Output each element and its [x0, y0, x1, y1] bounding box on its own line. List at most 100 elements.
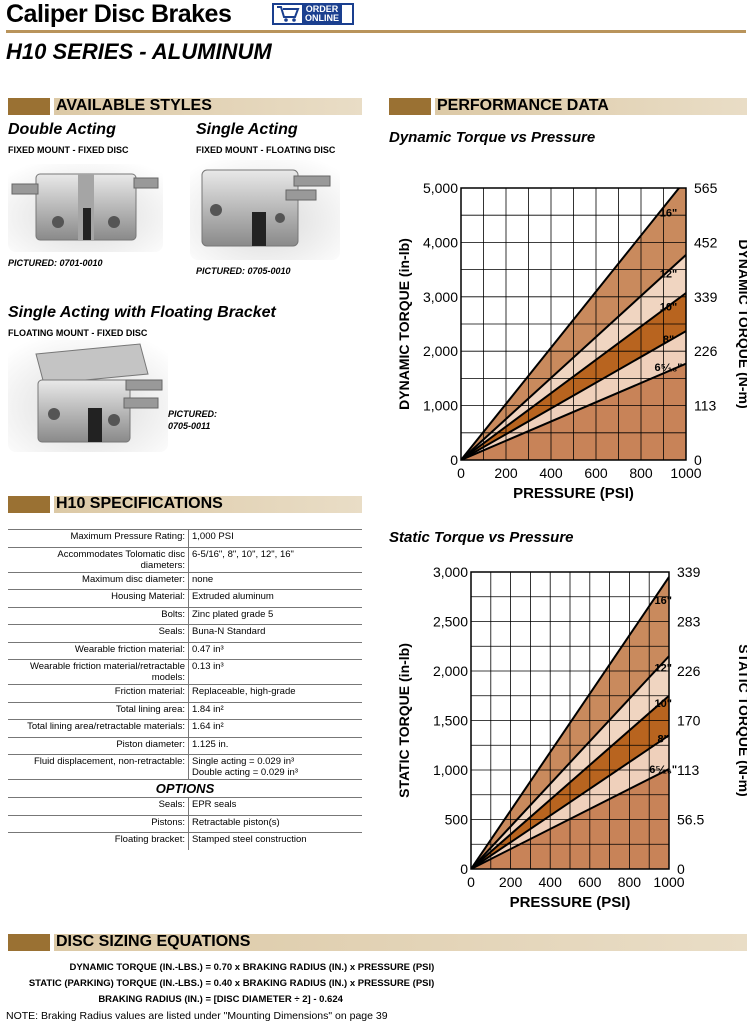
- equations-bar: [8, 934, 747, 951]
- option-label: Pistons:: [8, 814, 189, 833]
- spec-label: Accommodates Tolomatic disc diameters:: [8, 546, 189, 572]
- spec-value-multi: Single acting = 0.029 in³ Double acting =…: [188, 754, 362, 780]
- x-tick-label: 0: [457, 465, 465, 481]
- y-tick-label: 5,000: [423, 180, 458, 196]
- style-floating-bracket-name: Single Acting with Floating Bracket: [8, 304, 276, 321]
- title-rule: [6, 30, 746, 33]
- x-axis-label: PRESSURE (PSI): [513, 485, 634, 502]
- equation-value: [DISC DIAMETER ÷ 2] - 0.624: [213, 994, 343, 1005]
- table-row: Wearable friction material: 0.47 in³: [8, 641, 362, 660]
- dynamic-chart-title: Dynamic Torque vs Pressure: [389, 129, 596, 146]
- y2-axis-label: STATIC TORQUE (N-m): [736, 644, 747, 796]
- y2-tick-label: 339: [677, 564, 701, 580]
- spec-label: Total lining area/retractable materials:: [8, 719, 189, 737]
- y-tick-label: 2,500: [433, 614, 468, 630]
- order-online-button[interactable]: ORDER ONLINE: [272, 3, 354, 25]
- x-tick-label: 0: [467, 874, 475, 890]
- y2-tick-label: 113: [694, 398, 717, 414]
- option-value: Stamped steel construction: [188, 832, 362, 850]
- style-double-acting-mount: FIXED MOUNT - FIXED DISC: [8, 145, 129, 155]
- page-subtitle: H10 SERIES - ALUMINUM: [6, 39, 272, 64]
- table-row: Seals: Buna-N Standard: [8, 624, 362, 642]
- series-line-4: [471, 768, 669, 869]
- spec-value: Zinc plated grade 5: [188, 606, 362, 625]
- table-row: Total lining area: 1.84 in²: [8, 701, 362, 720]
- y2-tick-label: 0: [677, 861, 685, 877]
- specifications-table: Maximum Pressure Rating: 1,000 PSI Accomm…: [8, 529, 362, 850]
- spec-value: 0.47 in³: [188, 641, 362, 660]
- table-row: Piston diameter: 1.125 in.: [8, 736, 362, 755]
- specifications-bar: [8, 496, 362, 513]
- spec-label: Total lining area:: [8, 701, 189, 720]
- equation-value: 0.40 x BRAKING RADIUS (IN.) x PRESSURE (…: [213, 978, 435, 989]
- dynamic-torque-chart: 16"12"10"8"6⁵⁄₁₆"0 200 400 600 800 100001,000…: [396, 180, 747, 502]
- equation-label: DYNAMIC TORQUE (IN.-LBS.) =: [69, 962, 211, 973]
- series-label: 12": [660, 269, 677, 281]
- floating-bracket-caliper-photo: [8, 340, 168, 452]
- equation-label: BRAKING RADIUS (IN.) =: [98, 994, 211, 1005]
- spec-label: Wearable friction material/retractable m…: [8, 659, 189, 685]
- single-acting-caliper-photo: [190, 160, 340, 260]
- x-tick-label: 1000: [670, 465, 701, 481]
- y2-tick-label: 283: [677, 614, 701, 630]
- x-tick-label: 800: [618, 874, 642, 890]
- series-line-0: [461, 188, 681, 460]
- spec-label: Wearable friction material:: [8, 641, 189, 660]
- equations-heading: DISC SIZING EQUATIONS: [56, 933, 251, 950]
- options-heading-row: OPTIONS: [8, 779, 362, 798]
- specifications-heading: H10 SPECIFICATIONS: [56, 495, 223, 512]
- spec-label: Fluid displacement, non-retractable:: [8, 754, 189, 780]
- spec-label: Friction material:: [8, 684, 189, 702]
- x-tick-label: 800: [629, 465, 653, 481]
- order-online-label: ORDER ONLINE: [302, 4, 343, 24]
- plot-frame: [470, 571, 670, 870]
- series-line-3: [471, 734, 669, 869]
- available-styles-heading: AVAILABLE STYLES: [56, 97, 212, 114]
- equation-dynamic: DYNAMIC TORQUE (IN.-LBS.) = 0.70 x BRAKI…: [8, 962, 434, 973]
- spec-value: 1.84 in²: [188, 701, 362, 720]
- y-tick-label: 4,000: [423, 234, 458, 250]
- equation-value: 0.70 x BRAKING RADIUS (IN.) x PRESSURE (…: [213, 962, 435, 973]
- series-line-0: [471, 576, 669, 869]
- series-line-4: [461, 362, 686, 460]
- x-tick-label: 400: [539, 874, 563, 890]
- y2-axis-label: DYNAMIC TORQUE (N-m): [736, 239, 747, 408]
- option-value: Retractable piston(s): [188, 814, 362, 833]
- spec-value: 1,000 PSI: [188, 529, 362, 547]
- spec-value: 0.13 in³: [188, 659, 362, 685]
- x-tick-label: 400: [539, 465, 563, 481]
- y-tick-label: 1,000: [433, 762, 468, 778]
- spec-value: 6-5/16", 8", 10", 12", 16": [188, 546, 362, 572]
- spec-label: Seals:: [8, 624, 189, 642]
- series-line-1: [471, 655, 669, 869]
- static-chart-title: Static Torque vs Pressure: [389, 529, 574, 546]
- y-tick-label: 0: [460, 861, 468, 877]
- table-row: Pistons: Retractable piston(s): [8, 814, 362, 833]
- table-row: Fluid displacement, non-retractable: Sing…: [8, 754, 362, 780]
- series-label: 12": [654, 662, 671, 674]
- spec-value: Replaceable, high-grade: [188, 684, 362, 702]
- style-single-acting-pictured: PICTURED: 0705-0010: [196, 266, 291, 276]
- style-single-acting-name: Single Acting: [196, 121, 298, 138]
- spec-label: Bolts:: [8, 606, 189, 625]
- spec-value: 1.64 in²: [188, 719, 362, 737]
- series-label: 16": [654, 595, 671, 607]
- table-row: Bolts: Zinc plated grade 5: [8, 606, 362, 625]
- style-floating-bracket-pictured-1: PICTURED:: [168, 409, 217, 419]
- spec-value: Extruded aluminum: [188, 589, 362, 607]
- plot-frame: [460, 187, 687, 461]
- y-axis-label: DYNAMIC TORQUE (in-lb): [396, 238, 412, 410]
- y2-tick-label: 56.5: [677, 812, 704, 828]
- table-row: Maximum disc diameter: none: [8, 571, 362, 590]
- table-row: Friction material: Replaceable, high-grad…: [8, 684, 362, 702]
- double-acting-caliper-photo: [8, 164, 163, 252]
- x-axis-label: PRESSURE (PSI): [510, 894, 631, 911]
- y2-tick-label: 0: [694, 452, 702, 468]
- x-tick-label: 600: [578, 874, 602, 890]
- table-row: Floating bracket: Stamped steel construct…: [8, 832, 362, 850]
- y-tick-label: 2,000: [423, 343, 458, 359]
- y-tick-label: 3,000: [423, 289, 458, 305]
- y2-tick-label: 339: [694, 289, 718, 305]
- table-row: Seals: EPR seals: [8, 797, 362, 815]
- y-tick-label: 500: [445, 812, 469, 828]
